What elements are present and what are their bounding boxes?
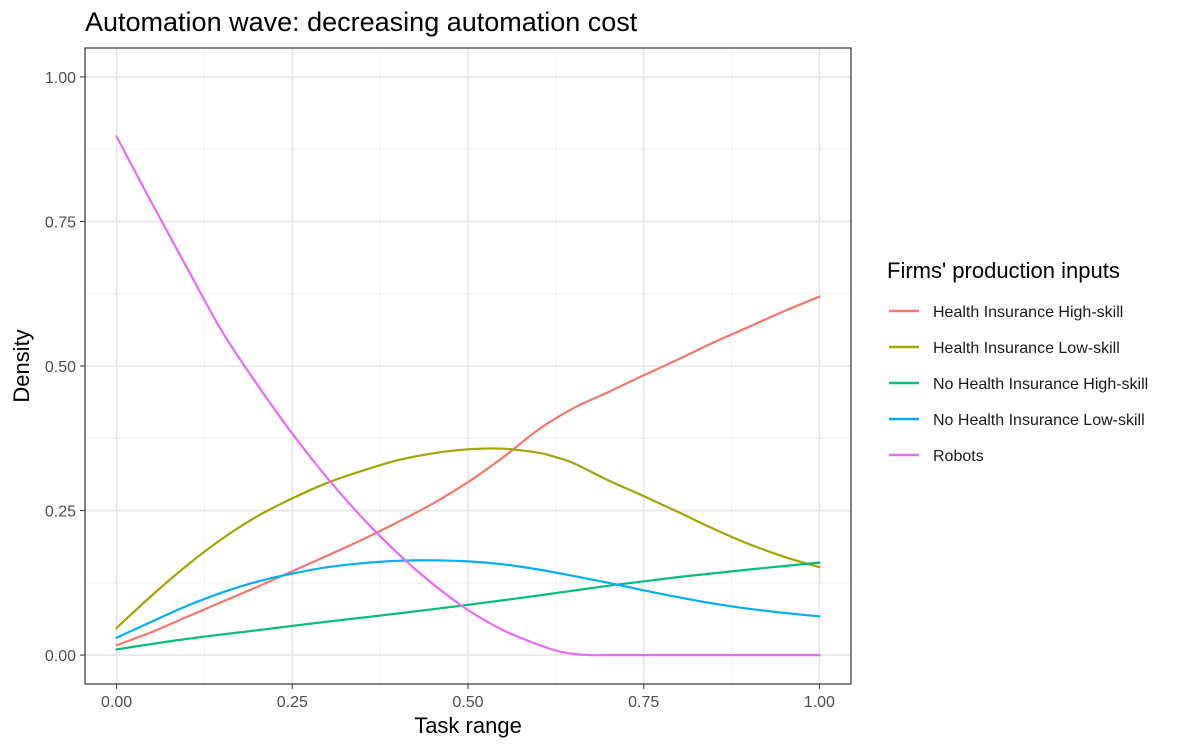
x-axis: 0.00 0.25 0.50 0.75 1.00 xyxy=(101,684,835,711)
x-tick-label: 0.00 xyxy=(101,694,132,711)
legend: Firms' production inputs Health Insuranc… xyxy=(887,258,1148,465)
series-line-0 xyxy=(115,295,821,647)
y-axis-label: Density xyxy=(9,329,34,402)
chart-title: Automation wave: decreasing automation c… xyxy=(85,7,638,37)
legend-label-3: No Health Insurance Low-skill xyxy=(933,412,1145,429)
legend-label-2: No Health Insurance High-skill xyxy=(933,376,1148,393)
y-tick-label: 1.00 xyxy=(45,70,76,87)
x-tick-label: 0.50 xyxy=(452,694,483,711)
y-axis: 0.00 0.25 0.50 0.75 1.00 xyxy=(45,70,85,665)
y-tick-label: 0.50 xyxy=(45,359,76,376)
y-tick-label: 0.00 xyxy=(45,648,76,665)
legend-label-0: Health Insurance High-skill xyxy=(933,304,1123,321)
legend-label-4: Robots xyxy=(933,448,984,465)
x-tick-label: 0.25 xyxy=(277,694,308,711)
series-layer xyxy=(115,135,821,657)
x-tick-label: 0.75 xyxy=(628,694,659,711)
y-tick-label: 0.75 xyxy=(45,214,76,231)
series-line-4 xyxy=(115,135,821,657)
series-line-2 xyxy=(115,561,821,651)
legend-label-1: Health Insurance Low-skill xyxy=(933,340,1120,357)
x-axis-label: Task range xyxy=(414,713,522,738)
grid-major xyxy=(85,48,851,684)
legend-items: Health Insurance High-skill Health Insura… xyxy=(889,304,1148,465)
series-line-3 xyxy=(115,559,821,639)
y-tick-label: 0.25 xyxy=(45,504,76,521)
x-tick-label: 1.00 xyxy=(804,694,835,711)
legend-title: Firms' production inputs xyxy=(887,258,1120,283)
series-line-1 xyxy=(115,447,821,629)
